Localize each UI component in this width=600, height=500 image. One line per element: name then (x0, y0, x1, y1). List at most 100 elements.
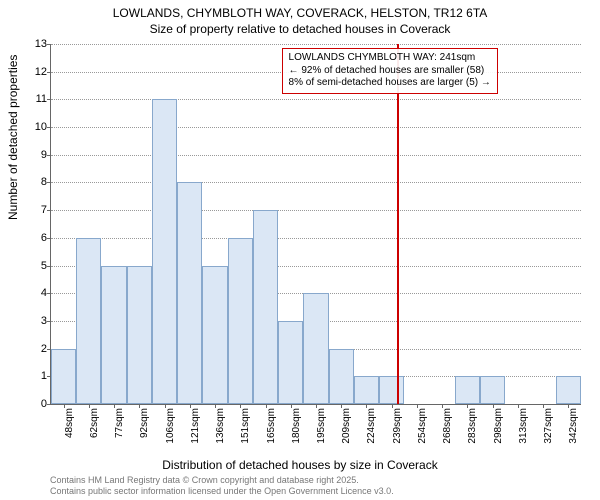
gridline (51, 238, 581, 239)
x-tick-label: 283sqm (467, 408, 478, 444)
x-tick-mark (240, 404, 241, 408)
x-tick-mark (165, 404, 166, 408)
x-tick-label: 254sqm (417, 408, 428, 444)
y-tick-label: 8 (23, 176, 47, 188)
x-tick-label: 209sqm (341, 408, 352, 444)
y-tick-mark (47, 127, 51, 128)
histogram-bar (455, 376, 480, 404)
y-tick-label: 13 (23, 38, 47, 50)
x-tick-label: 62sqm (89, 408, 100, 438)
y-tick-mark (47, 321, 51, 322)
histogram-bar (278, 321, 303, 404)
y-tick-label: 12 (23, 66, 47, 78)
histogram-bar (556, 376, 581, 404)
gridline (51, 182, 581, 183)
x-tick-mark (291, 404, 292, 408)
x-tick-mark (316, 404, 317, 408)
y-tick-mark (47, 210, 51, 211)
annotation-line: 8% of semi-detached houses are larger (5… (289, 77, 491, 90)
gridline (51, 44, 581, 45)
annotation-line: LOWLANDS CHYMBLOTH WAY: 241sqm (289, 52, 491, 65)
histogram-bar (202, 266, 227, 404)
x-tick-mark (64, 404, 65, 408)
histogram-bar (51, 349, 76, 404)
histogram-bar (101, 266, 126, 404)
x-tick-label: 327sqm (543, 408, 554, 444)
y-tick-label: 7 (23, 204, 47, 216)
x-tick-label: 77sqm (114, 408, 125, 438)
footer-line: Contains public sector information licen… (50, 486, 600, 496)
y-tick-mark (47, 182, 51, 183)
y-tick-mark (47, 72, 51, 73)
x-tick-label: 313sqm (518, 408, 529, 444)
x-tick-label: 48sqm (64, 408, 75, 438)
x-tick-mark (190, 404, 191, 408)
plot-area: 01234567891011121348sqm62sqm77sqm92sqm10… (50, 44, 581, 405)
x-tick-label: 298sqm (493, 408, 504, 444)
y-tick-label: 0 (23, 398, 47, 410)
x-tick-mark (341, 404, 342, 408)
gridline (51, 99, 581, 100)
x-tick-label: 121sqm (190, 408, 201, 444)
y-tick-mark (47, 266, 51, 267)
x-tick-label: 239sqm (392, 408, 403, 444)
x-tick-mark (366, 404, 367, 408)
histogram-bar (127, 266, 152, 404)
y-tick-label: 9 (23, 149, 47, 161)
chart-title-line1: LOWLANDS, CHYMBLOTH WAY, COVERACK, HELST… (0, 6, 600, 20)
y-tick-label: 2 (23, 343, 47, 355)
y-tick-label: 3 (23, 315, 47, 327)
x-tick-label: 165sqm (266, 408, 277, 444)
histogram-bar (76, 238, 101, 404)
x-tick-mark (543, 404, 544, 408)
gridline (51, 127, 581, 128)
chart-footer: Contains HM Land Registry data © Crown c… (50, 475, 600, 496)
x-tick-label: 106sqm (165, 408, 176, 444)
y-tick-mark (47, 293, 51, 294)
y-tick-mark (47, 155, 51, 156)
x-tick-label: 180sqm (291, 408, 302, 444)
y-tick-label: 1 (23, 370, 47, 382)
gridline (51, 210, 581, 211)
histogram-bar (253, 210, 278, 404)
x-axis-label: Distribution of detached houses by size … (0, 458, 600, 472)
x-tick-mark (442, 404, 443, 408)
y-tick-mark (47, 238, 51, 239)
gridline (51, 155, 581, 156)
x-tick-label: 136sqm (215, 408, 226, 444)
histogram-bar (303, 293, 328, 404)
y-tick-label: 5 (23, 260, 47, 272)
histogram-bar (228, 238, 253, 404)
chart-container: LOWLANDS, CHYMBLOTH WAY, COVERACK, HELST… (0, 0, 600, 500)
histogram-bar (480, 376, 505, 404)
x-tick-mark (392, 404, 393, 408)
x-tick-mark (467, 404, 468, 408)
y-tick-label: 10 (23, 121, 47, 133)
y-tick-label: 6 (23, 232, 47, 244)
annotation-box: LOWLANDS CHYMBLOTH WAY: 241sqm ← 92% of … (282, 48, 498, 94)
x-tick-mark (266, 404, 267, 408)
x-tick-mark (417, 404, 418, 408)
footer-line: Contains HM Land Registry data © Crown c… (50, 475, 600, 485)
x-tick-label: 224sqm (366, 408, 377, 444)
x-tick-mark (139, 404, 140, 408)
y-tick-mark (47, 44, 51, 45)
y-tick-label: 11 (23, 93, 47, 105)
histogram-bar (329, 349, 354, 404)
chart-title-line2: Size of property relative to detached ho… (0, 22, 600, 36)
x-tick-label: 151sqm (240, 408, 251, 444)
histogram-bar (379, 376, 404, 404)
x-tick-label: 268sqm (442, 408, 453, 444)
y-tick-label: 4 (23, 287, 47, 299)
x-tick-mark (215, 404, 216, 408)
y-axis-label: Number of detached properties (6, 55, 20, 220)
x-tick-label: 195sqm (316, 408, 327, 444)
x-tick-label: 92sqm (139, 408, 150, 438)
annotation-line: ← 92% of detached houses are smaller (58… (289, 65, 491, 78)
x-tick-label: 342sqm (568, 408, 579, 444)
marker-line (397, 44, 399, 404)
y-tick-mark (47, 99, 51, 100)
histogram-bar (354, 376, 379, 404)
histogram-bar (177, 182, 202, 404)
histogram-bar (152, 99, 177, 404)
